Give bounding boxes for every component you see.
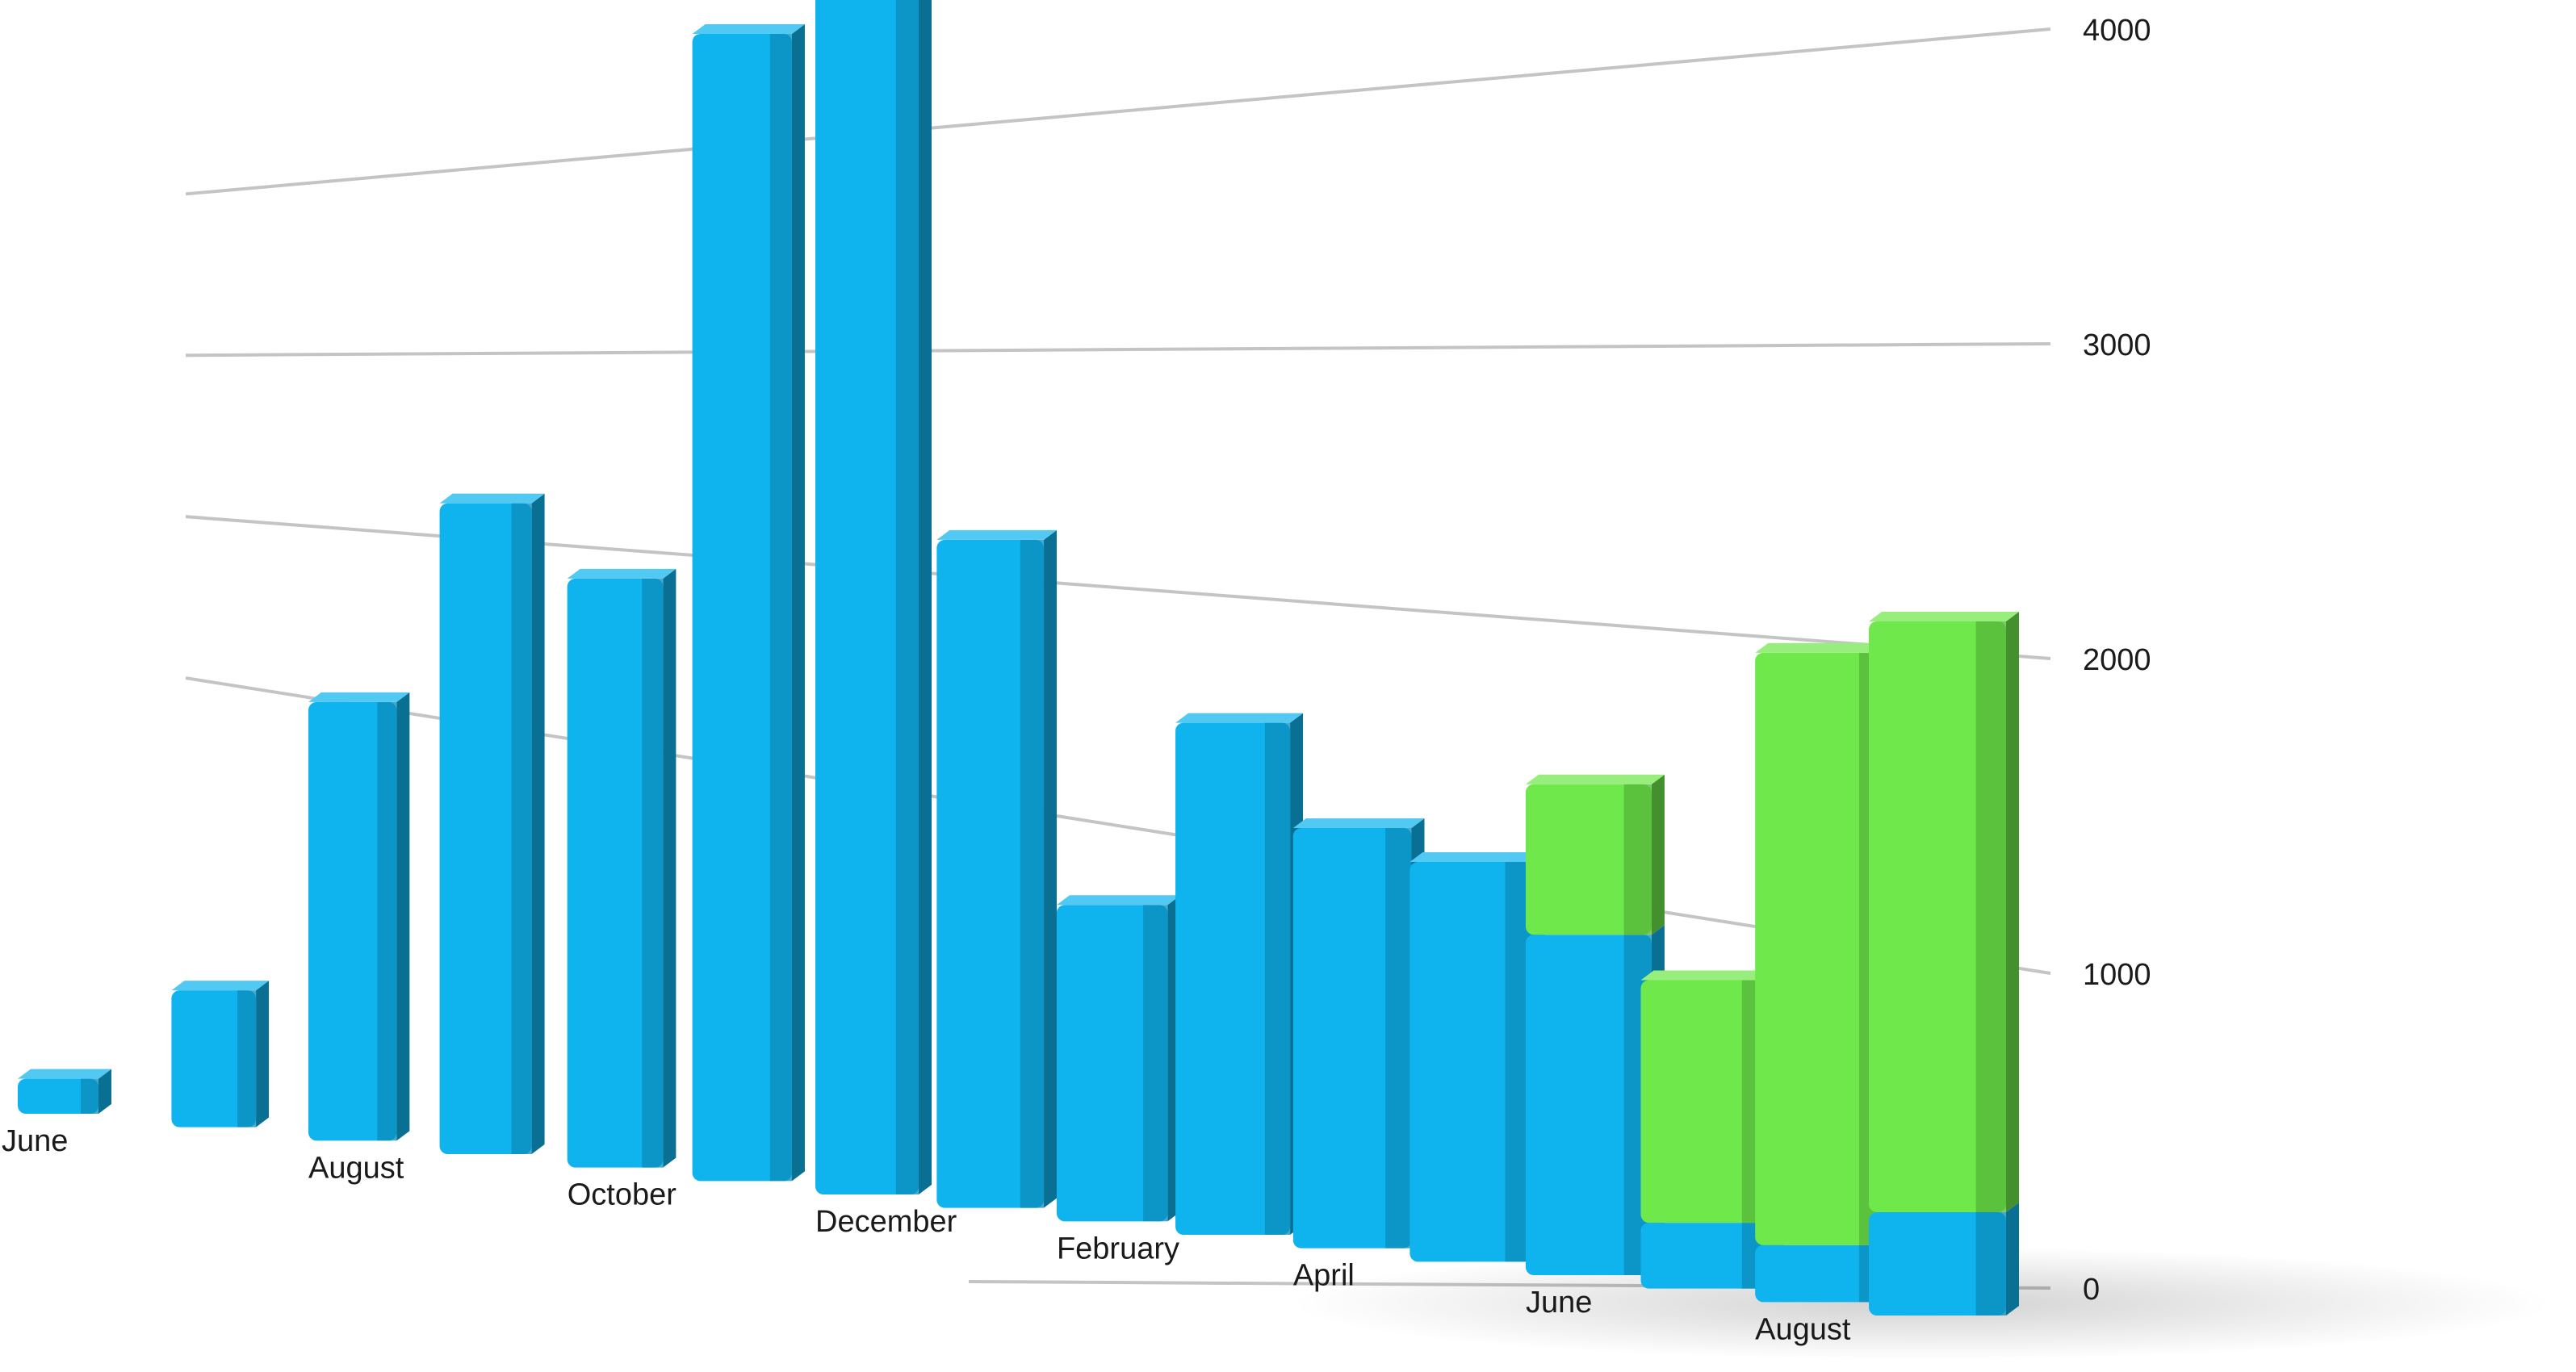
x-tick-label: June xyxy=(2,1124,68,1158)
x-tick-label: June xyxy=(1526,1286,1592,1320)
bar-top-face xyxy=(1755,642,1902,653)
bar-top-face xyxy=(692,24,805,34)
bar-front-face xyxy=(936,539,1045,1208)
bar-front-face xyxy=(692,34,792,1182)
bar-side-face xyxy=(791,24,805,1182)
bar-front-face xyxy=(1869,621,2006,1212)
bar-front-face xyxy=(567,578,664,1168)
bar-front-face xyxy=(1056,905,1168,1222)
bar-11 xyxy=(1409,851,1545,1262)
bar-front-face xyxy=(1755,652,1889,1245)
bar-2 xyxy=(308,692,410,1141)
y-tick-label: 4000 xyxy=(2083,14,2151,48)
x-tick-label: August xyxy=(308,1151,404,1185)
bar-top-face xyxy=(1869,612,2019,621)
gridline xyxy=(185,342,2051,358)
bar-9 xyxy=(1175,713,1304,1235)
bar-6 xyxy=(815,0,932,1195)
bar-front-face xyxy=(1409,861,1532,1262)
y-tick-label: 2000 xyxy=(2083,643,2151,677)
x-tick-label: December xyxy=(815,1205,957,1239)
bar-7 xyxy=(936,529,1058,1208)
x-tick-label: February xyxy=(1057,1232,1179,1265)
bar-side-face xyxy=(256,981,270,1127)
bar-front-face xyxy=(439,503,532,1154)
bar-4 xyxy=(567,568,676,1168)
bar-top-face xyxy=(1409,851,1545,862)
bar-top-face xyxy=(308,692,410,702)
bar-front-face xyxy=(171,990,257,1127)
y-tick-label: 3000 xyxy=(2083,328,2151,362)
bar-side-face xyxy=(2006,1203,2019,1316)
bar-8 xyxy=(1056,895,1181,1222)
bar-front-face xyxy=(1640,980,1771,1224)
bar-top-face xyxy=(1175,713,1304,723)
bar-shading xyxy=(642,578,664,1168)
bar-top-face xyxy=(1525,774,1665,784)
x-tick-label: October xyxy=(568,1178,677,1212)
bar-side-face xyxy=(98,1069,111,1114)
bar-shading xyxy=(1975,1212,2006,1316)
bar-12 xyxy=(1525,774,1665,1275)
bar-front-face xyxy=(1869,1212,2006,1316)
bar-side-face xyxy=(2006,612,2019,1212)
bar-1 xyxy=(171,981,270,1127)
bar-front-face xyxy=(18,1078,98,1114)
bar-0 xyxy=(18,1069,111,1114)
bar-top-face xyxy=(1056,895,1181,906)
bar-side-face xyxy=(396,692,410,1141)
bar-shading xyxy=(1623,784,1652,935)
bar-top-face xyxy=(936,529,1058,540)
bar-shading xyxy=(1020,539,1045,1208)
bar-shading xyxy=(511,503,532,1154)
y-tick-label: 0 xyxy=(2083,1273,2100,1307)
bar-side-face xyxy=(531,493,545,1154)
bar-top-face xyxy=(18,1069,111,1079)
bar-shading xyxy=(895,0,919,1195)
bar-shading xyxy=(377,701,397,1141)
bar-5 xyxy=(692,24,805,1182)
bar-15 xyxy=(1869,612,2019,1316)
bar-front-face xyxy=(1640,1223,1771,1289)
bar-side-face xyxy=(663,568,676,1168)
bar-top-face xyxy=(1292,818,1425,828)
bar-top-face xyxy=(567,568,676,579)
bar-shading xyxy=(1975,621,2006,1212)
bar-front-face xyxy=(1175,722,1291,1235)
bar-3 xyxy=(439,493,545,1154)
bar-side-face xyxy=(1651,774,1665,935)
bar-shading xyxy=(237,990,257,1127)
bar-front-face xyxy=(1525,784,1652,935)
y-tick-label: 1000 xyxy=(2083,958,2151,992)
bar-front-face xyxy=(815,0,919,1194)
bar-front-face xyxy=(308,701,397,1141)
bar-side-face xyxy=(919,0,932,1194)
gridline xyxy=(185,27,2051,196)
bar-top-face xyxy=(171,981,270,991)
bar-front-face xyxy=(1292,828,1412,1249)
bar-shading xyxy=(81,1078,98,1114)
bar-shading xyxy=(1264,722,1291,1235)
bar-shading xyxy=(1385,828,1412,1249)
bar-front-face xyxy=(1755,1244,1889,1303)
x-tick-label: August xyxy=(1755,1312,1851,1346)
bar-shading xyxy=(769,34,792,1182)
bar-10 xyxy=(1292,818,1425,1249)
bar-side-face xyxy=(1044,529,1058,1208)
bar-front-face xyxy=(1525,935,1652,1275)
bar-top-face xyxy=(1640,970,1784,981)
bar-shading xyxy=(1143,905,1168,1222)
bar-top-face xyxy=(439,493,545,504)
x-tick-label: April xyxy=(1293,1259,1355,1293)
